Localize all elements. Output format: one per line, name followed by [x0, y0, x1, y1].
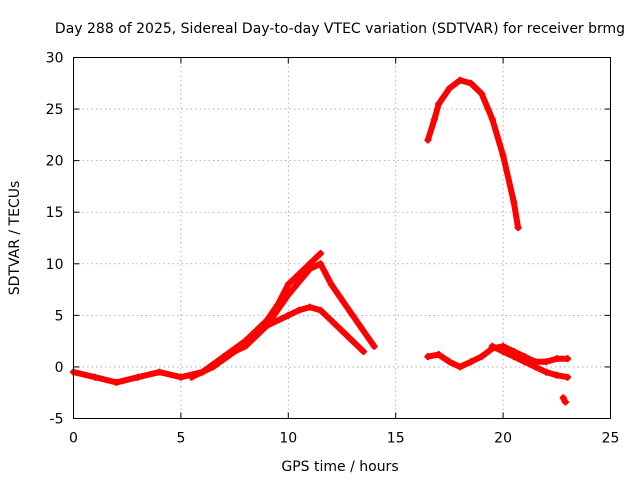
- data-point: [521, 358, 529, 366]
- series-line: [424, 77, 522, 231]
- data-point: [295, 270, 303, 278]
- data-series: [70, 76, 572, 406]
- x-tick-label: 10: [279, 431, 297, 447]
- data-point: [445, 358, 453, 366]
- data-point: [252, 327, 260, 335]
- data-point: [295, 306, 303, 314]
- data-point: [327, 280, 335, 288]
- data-point: [327, 317, 335, 325]
- data-point: [467, 79, 475, 87]
- data-point: [317, 249, 325, 257]
- data-point: [370, 342, 378, 350]
- x-axis-label: GPS time / hours: [281, 459, 398, 475]
- data-point: [359, 347, 367, 355]
- data-point: [553, 371, 561, 379]
- x-tick-label: 25: [602, 431, 620, 447]
- data-point: [112, 378, 120, 386]
- data-point: [467, 358, 475, 366]
- data-point: [209, 363, 217, 371]
- y-tick-label: 10: [46, 257, 64, 273]
- data-point: [531, 363, 539, 371]
- data-point: [91, 373, 99, 381]
- series-line: [188, 304, 367, 381]
- data-point: [510, 198, 518, 206]
- data-point: [430, 115, 438, 123]
- data-point: [499, 151, 507, 159]
- data-point: [564, 355, 572, 363]
- y-tick-label: 20: [46, 154, 64, 170]
- data-point: [177, 373, 185, 381]
- data-point: [241, 337, 249, 345]
- series-line: [70, 260, 378, 386]
- data-point: [424, 353, 432, 361]
- data-point: [435, 100, 443, 108]
- y-tick-label: 25: [46, 102, 64, 118]
- data-point: [553, 355, 561, 363]
- y-tick-label: 5: [55, 308, 64, 324]
- data-point: [456, 363, 464, 371]
- series-line: [242, 250, 324, 345]
- data-point: [317, 306, 325, 314]
- data-point: [478, 90, 486, 98]
- x-tick-label: 0: [69, 431, 78, 447]
- data-point: [488, 115, 496, 123]
- data-point: [349, 337, 357, 345]
- data-point: [231, 347, 239, 355]
- data-point: [134, 373, 142, 381]
- data-point: [284, 311, 292, 319]
- y-tick-label: 15: [46, 205, 64, 221]
- y-tick-label: 30: [46, 51, 64, 67]
- series-6: [488, 342, 572, 381]
- series-3: [241, 249, 325, 345]
- x-tick-label: 15: [387, 431, 405, 447]
- x-tick-label: 20: [494, 431, 512, 447]
- data-point: [284, 280, 292, 288]
- data-point: [349, 311, 357, 319]
- x-tick-label: 5: [176, 431, 185, 447]
- data-point: [564, 373, 572, 381]
- grid: [73, 57, 611, 419]
- data-point: [499, 347, 507, 355]
- data-point: [561, 398, 569, 406]
- data-point: [445, 84, 453, 92]
- data-point: [542, 368, 550, 376]
- series-7: [559, 394, 569, 406]
- y-tick-label: -5: [50, 412, 64, 428]
- data-point: [338, 327, 346, 335]
- series-4: [424, 76, 522, 232]
- data-point: [478, 353, 486, 361]
- data-point: [542, 358, 550, 366]
- chart-title: Day 288 of 2025, Sidereal Day-to-day VTE…: [55, 21, 625, 37]
- data-point: [274, 301, 282, 309]
- data-point: [424, 136, 432, 144]
- data-point: [510, 353, 518, 361]
- data-point: [317, 260, 325, 268]
- y-tick-label: 0: [55, 360, 64, 376]
- data-point: [514, 224, 522, 232]
- data-point: [456, 76, 464, 84]
- data-point: [488, 342, 496, 350]
- data-point: [155, 368, 163, 376]
- data-point: [559, 394, 567, 402]
- axis-ticks: 0 5 10 15 20 25 -5 0 5 10 15 20 25 30: [46, 51, 620, 447]
- plot-frame: [73, 57, 611, 419]
- y-axis-label: SDTVAR / TECUs: [7, 181, 23, 296]
- data-point: [188, 373, 196, 381]
- data-point: [435, 351, 443, 359]
- data-point: [306, 260, 314, 268]
- data-point: [263, 317, 271, 325]
- data-point: [306, 303, 314, 311]
